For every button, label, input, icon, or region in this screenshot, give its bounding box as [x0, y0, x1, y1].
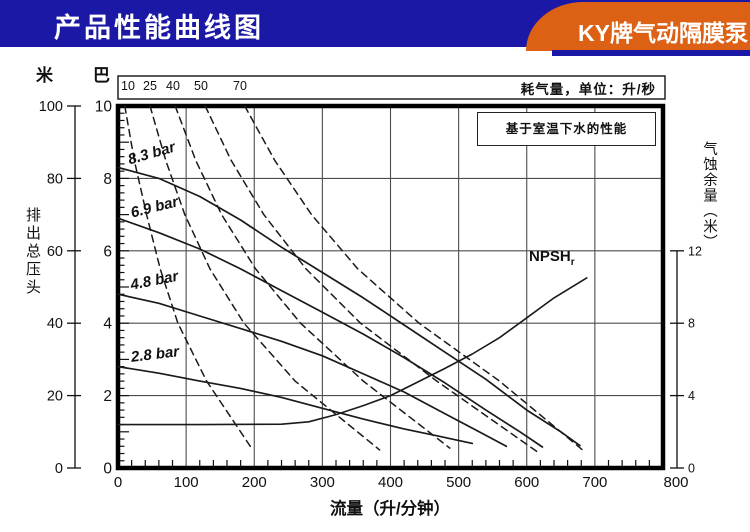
- x-axis-title: 流量（升/分钟）: [329, 500, 451, 518]
- brand-badge-label: KY牌气动隔膜泵: [578, 20, 748, 46]
- npsh-tick-label-0: 0: [688, 462, 695, 476]
- air-strip-box: [117, 75, 666, 100]
- curve-28-bar: [117, 365, 474, 445]
- note-box: 基于室温下水的性能: [477, 112, 656, 146]
- meters-tick-label-40: 40: [47, 316, 63, 332]
- meters-tick-label-20: 20: [47, 389, 63, 405]
- bar-tick-label-2: 2: [103, 388, 112, 405]
- curve-npsh: [117, 277, 588, 426]
- header-band: 产品性能曲线图 KY牌气动隔膜泵: [0, 0, 750, 51]
- npsh-curve-label: NPSHr: [529, 248, 575, 268]
- page-title: 产品性能曲线图: [54, 13, 264, 43]
- right-axis-title: 气蚀余量（米）: [701, 141, 717, 250]
- x-tick-label-100: 100: [174, 474, 199, 491]
- header-accent-strip: [552, 50, 750, 56]
- air-value-40: 40: [166, 79, 180, 93]
- x-tick-label-300: 300: [310, 474, 335, 491]
- air-curve-10-lps: [124, 105, 253, 449]
- curve-83-bar: [117, 166, 581, 447]
- plot-border: [115, 103, 666, 471]
- brand-badge: KY牌气动隔膜泵: [526, 2, 750, 51]
- air-value-70: 70: [233, 79, 247, 93]
- bar-tick-label-8: 8: [103, 171, 112, 188]
- air-curve-25-lps: [149, 105, 381, 451]
- meters-tick-label-100: 100: [39, 99, 63, 115]
- left-axis-unit-meters: 米: [36, 66, 53, 85]
- npsh-tick-label-4: 4: [688, 389, 695, 403]
- air-curve-70-lps: [243, 105, 586, 453]
- air-value-50: 50: [194, 79, 208, 93]
- x-tick-label-800: 800: [663, 474, 688, 491]
- bar-tick-label-10: 10: [95, 99, 113, 116]
- bar-tick-label-6: 6: [103, 243, 112, 260]
- x-tick-label-200: 200: [242, 474, 267, 491]
- air-value-10: 10: [121, 79, 135, 93]
- curve-48-bar: [117, 293, 508, 448]
- air-curve-50-lps: [204, 105, 541, 455]
- bar-tick-label-4: 4: [103, 316, 112, 333]
- x-tick-label-700: 700: [582, 474, 607, 491]
- meters-tick-label-0: 0: [55, 461, 63, 477]
- left-axis-title: 排出总压头: [24, 207, 41, 297]
- air-consumption-label: 耗气量，单位：升/秒: [520, 82, 656, 97]
- curve-69-bar: [117, 217, 544, 448]
- npsh-tick-label-8: 8: [688, 317, 695, 331]
- npsh-tick-label-12: 12: [688, 244, 702, 258]
- x-tick-label-0: 0: [114, 474, 122, 491]
- bar-tick-label-0: 0: [103, 461, 112, 478]
- left-axis-unit-bar: 巴: [93, 66, 110, 85]
- x-tick-label-400: 400: [378, 474, 403, 491]
- meters-tick-label-60: 60: [47, 244, 63, 260]
- x-tick-label-600: 600: [514, 474, 539, 491]
- air-value-25: 25: [143, 79, 157, 93]
- air-curve-40-lps: [174, 105, 451, 449]
- meters-tick-label-80: 80: [47, 171, 63, 187]
- x-tick-label-500: 500: [446, 474, 471, 491]
